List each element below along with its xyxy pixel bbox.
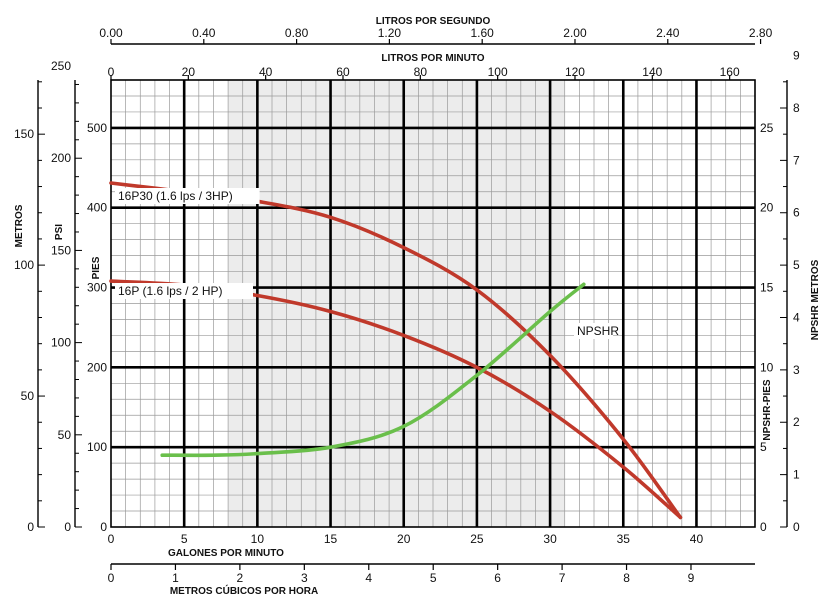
tick-label-npshr-metros: 6	[793, 206, 800, 220]
tick-label-m3h: 7	[559, 571, 566, 585]
tick-label-m3h: 1	[172, 571, 179, 585]
axis-label-lpm: LITROS POR MINUTO	[381, 53, 484, 64]
tick-label-npshr-pies: 0	[760, 520, 767, 534]
tick-label-lps: 0.00	[99, 26, 123, 40]
tick-label-lpm: 40	[259, 65, 273, 79]
tick-label-m3h: 3	[301, 571, 308, 585]
tick-label-lps: 1.20	[378, 26, 402, 40]
label-16p30-bg	[115, 188, 260, 204]
tick-label-lpm: 20	[182, 65, 196, 79]
tick-label-psi: 250	[51, 59, 71, 73]
tick-label-npshr-pies: 10	[760, 360, 774, 374]
tick-label-npshr-pies: 5	[760, 440, 767, 454]
label-npshr-bg	[574, 323, 613, 339]
tick-label-psi: 200	[51, 151, 71, 165]
tick-label-m3h: 2	[237, 571, 244, 585]
label-16p-group: 16P (1.6 lps / 2 HP)	[115, 283, 253, 299]
tick-label-psi: 150	[51, 243, 71, 257]
label-16p-bg	[115, 283, 253, 299]
label-16p30-group: 16P30 (1.6 lps / 3HP)	[115, 188, 260, 204]
tick-label-m3h: 8	[623, 571, 630, 585]
tick-label-npshr-metros: 4	[793, 310, 800, 324]
tick-label-gpm: 40	[690, 532, 704, 546]
minor-grid	[111, 80, 755, 527]
tick-label-lps: 0.80	[285, 26, 309, 40]
tick-label-m3h: 4	[365, 571, 372, 585]
tick-label-lps: 2.40	[656, 26, 680, 40]
label-npshr-group: NPSHR	[574, 323, 619, 339]
tick-label-gpm: 30	[543, 532, 557, 546]
tick-label-lps: 2.00	[563, 26, 587, 40]
tick-label-gpm: 5	[181, 532, 188, 546]
tick-label-metros: 0	[27, 520, 34, 534]
tick-label-pies: 300	[87, 281, 107, 295]
tick-label-npshr-metros: 0	[793, 520, 800, 534]
tick-label-psi: 50	[58, 428, 72, 442]
tick-label-lpm: 140	[642, 65, 662, 79]
tick-label-npshr-metros: 8	[793, 101, 800, 115]
tick-label-gpm: 10	[251, 532, 265, 546]
tick-label-npshr-metros: 7	[793, 153, 800, 167]
tick-label-gpm: 15	[324, 532, 338, 546]
tick-label-lps: 0.40	[192, 26, 216, 40]
tick-label-lpm: 100	[488, 65, 508, 79]
tick-label-pies: 100	[87, 440, 107, 454]
axis-label-m3h: METROS CÚBICOS POR HORA	[170, 584, 318, 597]
plot-frame	[110, 79, 756, 528]
tick-label-metros: 100	[14, 258, 34, 272]
tick-label-psi: 100	[51, 336, 71, 350]
tick-label-npshr-pies: 15	[760, 281, 774, 295]
axis-label-pies: PIES	[91, 256, 102, 279]
axis-label-lps: LITROS POR SEGUNDO	[376, 16, 491, 27]
axis-label-npshr-pies: NPSHR-PIES	[762, 379, 773, 440]
tick-label-m3h: 6	[494, 571, 501, 585]
tick-label-psi: 0	[64, 520, 71, 534]
tick-label-pies: 0	[100, 520, 107, 534]
tick-label-gpm: 25	[470, 532, 484, 546]
tick-label-m3h: 9	[688, 571, 695, 585]
tick-label-lpm: 120	[565, 65, 585, 79]
tick-label-npshr-pies: 20	[760, 201, 774, 215]
tick-label-lpm: 60	[336, 65, 350, 79]
tick-label-gpm: 0	[108, 532, 115, 546]
axis-label-metros: METROS	[14, 204, 25, 247]
tick-label-npshr-pies: 25	[760, 121, 774, 135]
tick-label-lps: 1.60	[471, 26, 495, 40]
label-npshr: NPSHR	[577, 324, 619, 338]
tick-label-lps: 2.80	[749, 26, 773, 40]
tick-label-npshr-metros: 3	[793, 363, 800, 377]
tick-label-metros: 150	[14, 127, 34, 141]
axis-label-gpm: GALONES POR MINUTO	[168, 548, 284, 559]
tick-label-m3h: 5	[430, 571, 437, 585]
tick-label-npshr-metros: 1	[793, 468, 800, 482]
tick-label-npshr-metros: 9	[793, 49, 800, 63]
curve-npshr	[160, 282, 586, 458]
tick-label-lpm: 80	[414, 65, 428, 79]
tick-label-pies: 400	[87, 201, 107, 215]
tick-label-metros: 50	[21, 389, 35, 403]
tick-label-lpm: 160	[720, 65, 740, 79]
axis-label-psi: PSI	[54, 224, 65, 240]
tick-label-gpm: 20	[397, 532, 411, 546]
axis-label-npshr-metros: NPSHR METROS	[810, 259, 821, 340]
tick-label-pies: 500	[87, 121, 107, 135]
label-16p30: 16P30 (1.6 lps / 3HP)	[118, 189, 233, 203]
tick-label-pies: 200	[87, 360, 107, 374]
tick-label-lpm: 0	[108, 65, 115, 79]
tick-label-m3h: 0	[108, 571, 115, 585]
label-16p: 16P (1.6 lps / 2 HP)	[118, 284, 223, 298]
tick-label-npshr-metros: 5	[793, 258, 800, 272]
tick-label-npshr-metros: 2	[793, 415, 800, 429]
tick-label-gpm: 35	[617, 532, 631, 546]
